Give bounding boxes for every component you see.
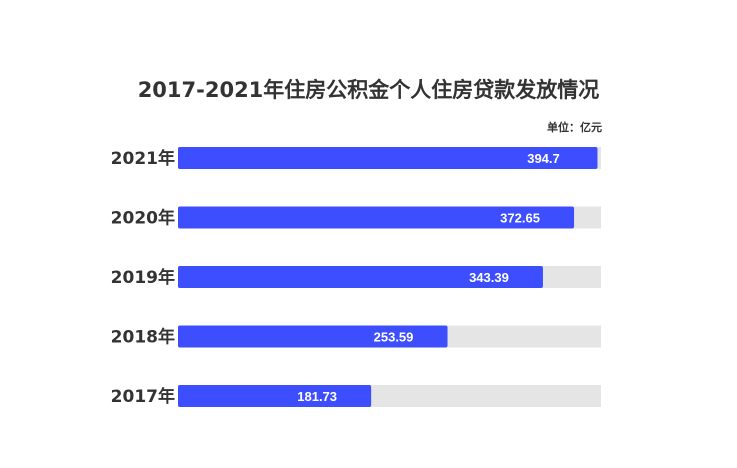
chart-title: 2017-2021年住房公积金个人住房贷款发放情况 <box>137 78 600 102</box>
bar <box>178 147 598 169</box>
category-label: 2018年 <box>111 327 175 348</box>
bar <box>178 325 448 348</box>
category-label: 2021年 <box>111 148 175 169</box>
bar <box>178 385 372 407</box>
category-label: 2017年 <box>111 386 175 407</box>
value-label: 343.39 <box>469 270 509 285</box>
value-label: 372.65 <box>500 211 540 226</box>
bar <box>178 206 575 229</box>
category-label: 2019年 <box>111 267 175 288</box>
value-label: 253.59 <box>374 330 414 345</box>
value-label: 181.73 <box>297 389 337 404</box>
bar <box>178 266 543 288</box>
unit-label: 单位：亿元 <box>547 121 602 134</box>
category-label: 2020年 <box>111 208 175 229</box>
value-label: 394.7 <box>527 151 560 166</box>
